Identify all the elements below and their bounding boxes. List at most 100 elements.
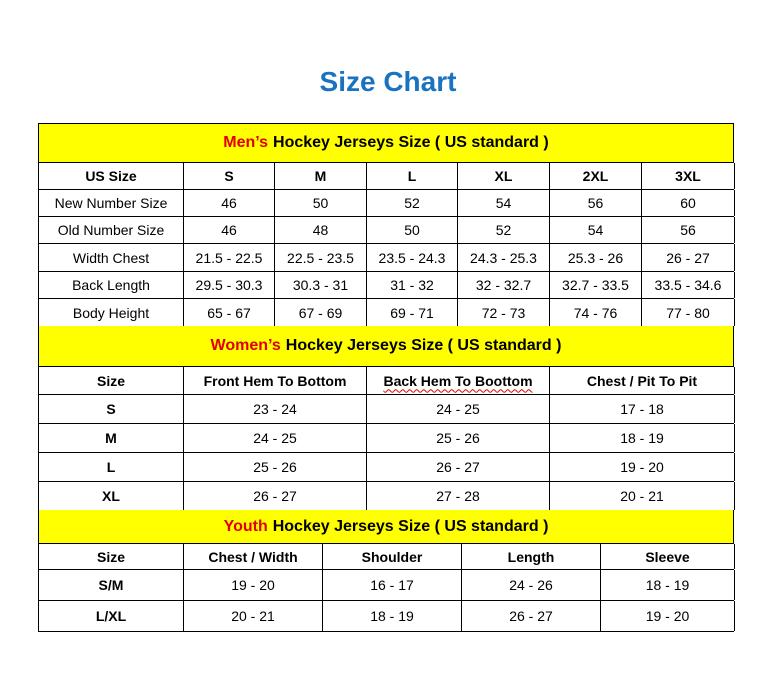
cell-text: 21.5 - 22.5 — [195, 249, 263, 266]
cell-text: L — [106, 459, 116, 475]
cell-text: Old Number Size — [57, 222, 165, 238]
table-row: Body Height 65 - 67 67 - 69 69 - 71 72 - 73 7… — [38, 299, 735, 327]
table-cell: 32 - 32.7 — [458, 272, 550, 298]
womens-accent-label: Women’s — [210, 337, 281, 354]
table-cell: 19 - 20 — [601, 601, 735, 631]
column-header: L — [367, 163, 458, 189]
column-header: Length — [462, 544, 601, 569]
cell-text: 33.5 - 34.6 — [654, 277, 722, 293]
cell-text: M — [314, 168, 327, 184]
table-cell: L/XL — [39, 601, 184, 631]
cell-text: Width Chest — [72, 249, 150, 266]
cell-text: 46 — [221, 222, 237, 238]
cell-text: 17 - 18 — [620, 401, 664, 417]
womens-section-heading: Women’s Hockey Jerseys Size ( US standar… — [38, 326, 734, 367]
table-cell: 52 — [367, 190, 458, 216]
table-row: M 24 - 25 25 - 26 18 - 19 — [38, 424, 735, 453]
column-header: Size — [39, 367, 184, 394]
column-header: Chest / Width — [184, 544, 323, 569]
table-cell: 50 — [367, 217, 458, 243]
cell-text: 74 - 76 — [573, 304, 618, 321]
cell-text: Shoulder — [361, 548, 423, 565]
youth-accent-label: Youth — [223, 517, 268, 535]
table-row: S/M 19 - 20 16 - 17 24 - 26 18 - 19 — [38, 570, 735, 601]
cell-text: 23.5 - 24.3 — [378, 249, 446, 266]
column-header: Size — [39, 544, 184, 569]
table-cell: 23.5 - 24.3 — [367, 244, 458, 271]
cell-text: 18 - 19 — [620, 430, 664, 446]
table-cell: 27 - 28 — [367, 482, 550, 510]
table-cell: 18 - 19 — [323, 601, 462, 631]
table-cell: 24 - 26 — [462, 570, 601, 600]
womens-heading-text: Hockey Jerseys Size ( US standard ) — [285, 337, 562, 354]
page-title: Size Chart — [319, 66, 457, 97]
cell-text: 65 - 67 — [207, 304, 251, 321]
cell-text: 54 — [495, 195, 512, 211]
cell-text: 77 - 80 — [666, 304, 710, 321]
table-cell: 29.5 - 30.3 — [184, 272, 275, 298]
cell-text: Front Hem To Bottom — [203, 372, 347, 389]
column-header: Front Hem To Bottom — [184, 367, 367, 394]
cell-text: 18 - 19 — [370, 608, 414, 624]
cell-text: XL — [102, 488, 120, 504]
table-cell: 60 — [642, 190, 735, 216]
table-cell: New Number Size — [39, 190, 184, 216]
cell-text: 56 — [587, 195, 604, 211]
cell-text: 24 - 25 — [436, 401, 480, 417]
cell-text: 60 — [680, 195, 696, 211]
cell-text: 19 - 20 — [620, 459, 664, 475]
column-header: M — [275, 163, 367, 189]
table-cell: XL — [39, 482, 184, 510]
column-header: Back Hem To Boottom — [367, 367, 550, 394]
table-cell: 69 - 71 — [367, 299, 458, 326]
cell-text: 19 - 20 — [645, 608, 690, 624]
table-cell: 25 - 26 — [184, 453, 367, 481]
cell-text: 24 - 26 — [509, 577, 553, 593]
cell-text: 25.3 - 26 — [567, 249, 624, 266]
table-cell: 24 - 25 — [184, 424, 367, 452]
table-cell: S/M — [39, 570, 184, 600]
cell-text: L/XL — [95, 608, 127, 624]
cell-text: 22.5 - 23.5 — [287, 249, 354, 266]
cell-text: 26 - 27 — [253, 488, 297, 504]
column-header: 2XL — [550, 163, 642, 189]
cell-text: 18 - 19 — [645, 577, 690, 593]
cell-text: 26 - 27 — [436, 459, 480, 475]
mens-section-heading: Men’s Hockey Jerseys Size ( US standard … — [38, 123, 734, 163]
cell-text: 16 - 17 — [370, 577, 414, 593]
table-cell: 54 — [550, 217, 642, 243]
cell-text: S — [106, 401, 116, 417]
cell-text: 26 - 27 — [666, 249, 710, 266]
table-row: XL 26 - 27 27 - 28 20 - 21 — [38, 482, 735, 511]
column-header: 3XL — [642, 163, 735, 189]
cell-text: Chest / Width — [208, 548, 298, 565]
table-cell: 67 - 69 — [275, 299, 367, 326]
table-cell: 23 - 24 — [184, 395, 367, 423]
table-cell: 20 - 21 — [550, 482, 735, 510]
table-cell: 26 - 27 — [462, 601, 601, 631]
cell-text: 67 - 69 — [298, 304, 343, 321]
cell-text: 20 - 21 — [231, 608, 275, 624]
cell-text: New Number Size — [54, 195, 168, 211]
cell-text: Size — [96, 548, 125, 565]
table-cell: 32.7 - 33.5 — [550, 272, 642, 298]
column-header: XL — [458, 163, 550, 189]
cell-text: 32 - 32.7 — [475, 277, 532, 293]
cell-text: 26 - 27 — [509, 608, 553, 624]
table-cell: 30.3 - 31 — [275, 272, 367, 298]
table-cell: 52 — [458, 217, 550, 243]
cell-text: 24 - 25 — [253, 430, 297, 446]
cell-text: 19 - 20 — [231, 577, 275, 593]
table-cell: 25 - 26 — [367, 424, 550, 452]
table-row: L 25 - 26 26 - 27 19 - 20 — [38, 453, 735, 482]
cell-text: 23 - 24 — [253, 401, 297, 417]
mens-size-table: Men’s Hockey Jerseys Size ( US standard … — [38, 123, 735, 327]
table-cell: 19 - 20 — [550, 453, 735, 481]
cell-text: 52 — [404, 195, 420, 211]
column-header: Sleeve — [601, 544, 735, 569]
table-cell: 46 — [184, 190, 275, 216]
table-cell: 77 - 80 — [642, 299, 735, 326]
cell-text: 48 — [312, 222, 329, 238]
mens-header-row: US Size S M L XL 2XL 3XL — [38, 163, 735, 190]
cell-text: 2XL — [582, 168, 609, 184]
